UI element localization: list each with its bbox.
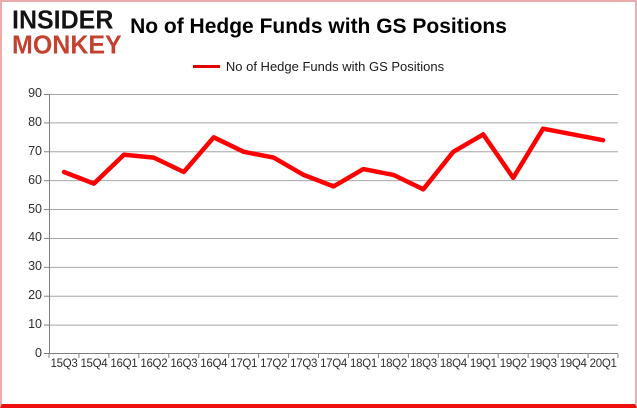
x-tick-label: 16Q1 [110, 358, 138, 370]
y-tick-label: 70 [28, 143, 42, 158]
x-axis-labels: 15Q3 15Q4 16Q1 16Q2 16Q3 16Q4 17Q1 17Q2 17Q3 17Q4… [49, 358, 618, 370]
x-tick-label: 17Q3 [290, 358, 318, 370]
logo-text-monkey: MONKEY [12, 29, 122, 60]
line-series [61, 126, 606, 192]
legend-line-swatch [192, 65, 220, 68]
x-tick-label: 19Q3 [529, 358, 557, 370]
x-tick-label: 18Q3 [409, 358, 437, 370]
insider-monkey-logo: INSIDER MONKEY [12, 5, 122, 60]
plot-area [44, 94, 619, 358]
logo-text-insider: INSIDER [12, 5, 114, 35]
y-tick-label: 40 [28, 230, 42, 245]
x-tick-label: 19Q2 [499, 358, 527, 370]
y-tick-label: 60 [28, 172, 42, 187]
x-tick-label: 16Q3 [170, 358, 198, 370]
y-tick-label: 30 [28, 259, 42, 274]
y-tick-label: 90 [28, 86, 42, 100]
y-tick-label: 80 [28, 114, 42, 129]
x-tick-label: 16Q4 [200, 358, 228, 370]
legend: No of Hedge Funds with GS Positions [2, 59, 635, 74]
x-tick-label: 20Q1 [589, 358, 617, 370]
x-tick-label: 16Q2 [140, 358, 168, 370]
x-tick-label: 17Q1 [230, 358, 258, 370]
y-tick-label: 0 [35, 346, 42, 360]
x-tick-label: 18Q2 [379, 358, 407, 370]
x-tick-label: 19Q4 [559, 358, 587, 370]
y-tick-label: 20 [28, 288, 42, 303]
x-tick-label: 18Q1 [350, 358, 377, 370]
x-tick-label: 17Q2 [260, 358, 288, 370]
y-tick-label: 10 [28, 317, 42, 332]
x-tick-label: 19Q1 [469, 358, 497, 370]
legend-label: No of Hedge Funds with GS Positions [225, 59, 445, 74]
x-tick-label: 15Q3 [50, 358, 78, 370]
line-chart [44, 94, 619, 358]
y-tick-label: 50 [28, 201, 42, 216]
chart-title: No of Hedge Funds with GS Positions [130, 15, 507, 38]
x-tick-label: 18Q4 [439, 358, 467, 370]
x-tick-label: 17Q4 [320, 358, 348, 370]
x-tick-label: 15Q4 [80, 358, 108, 370]
